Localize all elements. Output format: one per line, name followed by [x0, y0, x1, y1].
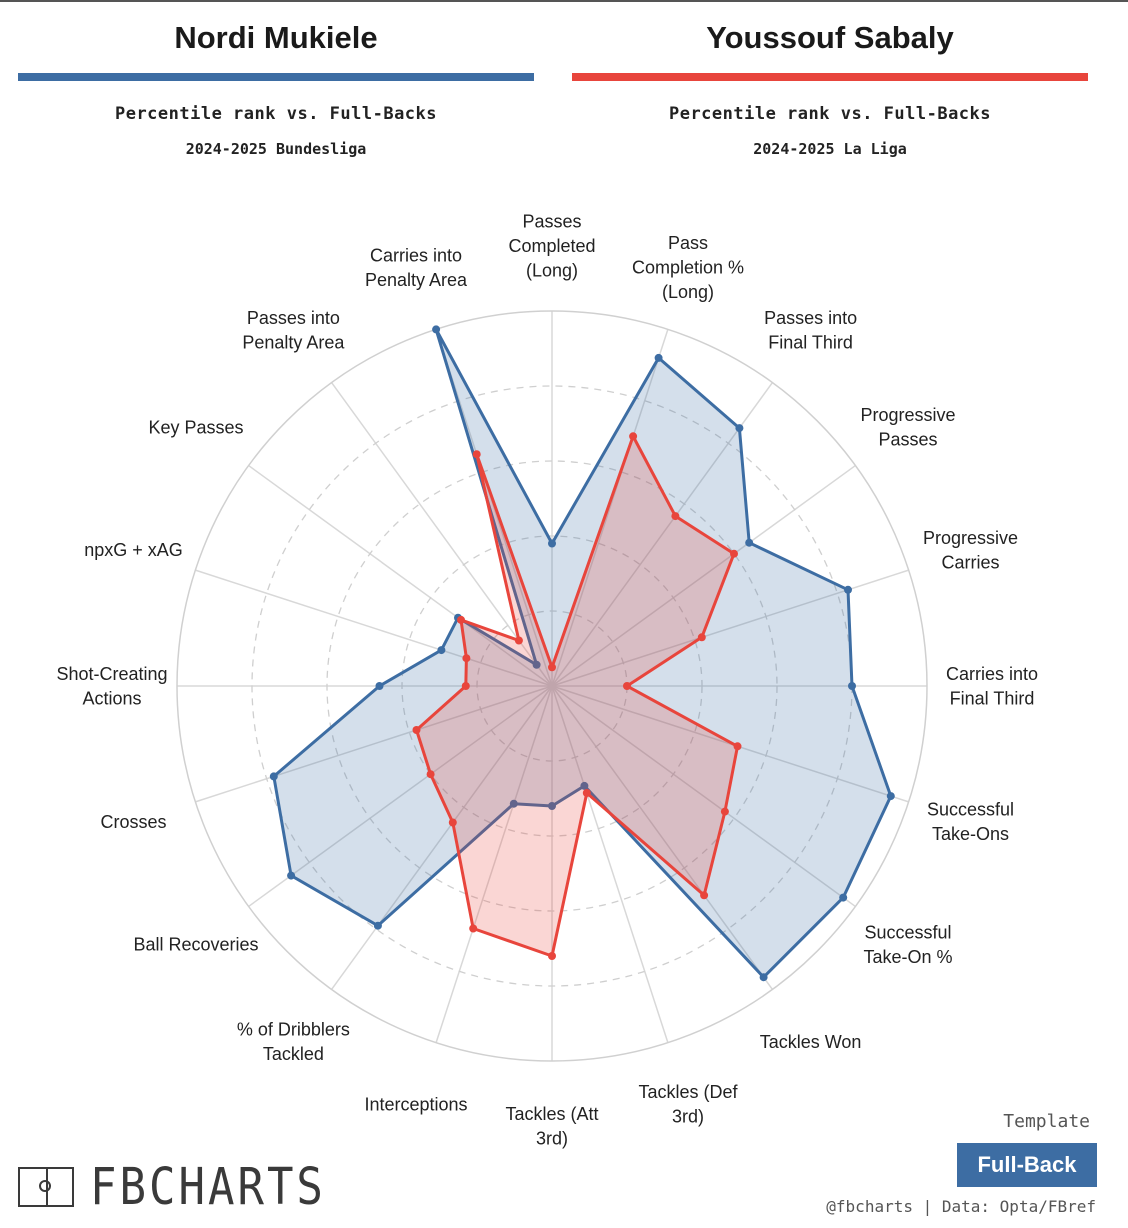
series-2-point [461, 682, 470, 690]
axis-label: Tackles (Att 3rd) [505, 1104, 598, 1149]
series-2-point [700, 891, 709, 900]
logo-text: FBCHARTS [90, 1157, 326, 1217]
series-2-point [733, 742, 742, 751]
series-1-point [759, 973, 768, 982]
axis-label: Pass Completion % (Long) [632, 233, 744, 302]
radar-spoke [551, 685, 856, 908]
axis-label: Interceptions [364, 1095, 467, 1115]
series-1-point [745, 538, 754, 547]
radar-spoke [551, 685, 774, 990]
radar-spoke [330, 382, 553, 687]
series-2-point [448, 818, 457, 827]
series-1-point [375, 682, 384, 690]
series-2-point [457, 615, 465, 624]
series-2-point [426, 770, 435, 779]
series-1-point [548, 802, 556, 810]
radar-ring [326, 460, 778, 912]
axis-label: Key Passes [148, 417, 243, 437]
radar-spoke [248, 685, 553, 908]
player-2-league: 2024-2025 La Liga [753, 140, 907, 158]
axis-label: Successful Take-On % [863, 922, 952, 967]
series-1 [269, 325, 895, 982]
axis-label: Passes into Final Third [764, 308, 857, 353]
series-2-point [629, 432, 638, 441]
template-label: Template [1003, 1111, 1090, 1132]
series-1-point [735, 424, 744, 433]
series-2-point [623, 682, 631, 690]
series-2-point [730, 549, 738, 558]
series-1-point [269, 772, 278, 781]
axis-label: Crosses [100, 812, 166, 832]
series-1-point [432, 325, 441, 334]
player-1-name: Nordi Mukiele [174, 20, 378, 55]
fbcharts-logo: FBCHARTS [18, 1158, 326, 1216]
axis-label: Ball Recoveries [133, 935, 258, 955]
series-2-point [582, 789, 591, 797]
radar-spoke [330, 685, 553, 990]
radar-spoke [195, 685, 553, 803]
series-2 [412, 432, 742, 960]
series-2-point [472, 450, 481, 459]
series-1-point [532, 660, 541, 669]
player-2-name: Youssouf Sabaly [706, 20, 954, 55]
series-1-point [844, 585, 852, 594]
axis-label: Progressive Carries [923, 528, 1018, 573]
series-1-point [654, 353, 663, 362]
series-2-point [720, 807, 729, 816]
radar-spoke [195, 569, 553, 687]
series-1-point [839, 893, 848, 902]
series-2-point [462, 654, 471, 663]
series-1-point [287, 871, 296, 880]
axis-label: npxG + xAG [84, 540, 183, 560]
radar-axis-labels: Passes Completed (Long) Pass Completion % (Lo… [56, 212, 1038, 1149]
pitch-icon [18, 1167, 74, 1207]
top-border [0, 0, 1128, 2]
radar-ring [401, 535, 703, 837]
series-1-point [373, 921, 382, 930]
series-1-point [437, 646, 446, 655]
series-1-point [848, 682, 856, 690]
radar-grid [176, 310, 928, 1062]
axis-label: % of Dribblers Tackled [237, 1020, 350, 1065]
axis-label: Shot-Creating Actions [56, 664, 167, 709]
series-2-point [671, 512, 680, 521]
player-1-color-bar [18, 73, 534, 81]
axis-label: Carries into Penalty Area [365, 245, 468, 290]
radar-spoke [435, 685, 553, 1043]
player-1-subtitle: Percentile rank vs. Full-Backs [114, 104, 438, 124]
axis-label: Progressive Passes [860, 405, 955, 450]
series-2-point [514, 636, 523, 645]
series-1-point [548, 539, 556, 548]
player-1-league: 2024-2025 Bundesliga [185, 140, 367, 158]
radar-spoke [551, 382, 774, 687]
axis-label: Passes into Penalty Area [242, 308, 345, 353]
player-2-color-bar [572, 73, 1088, 81]
data-credit: @fbcharts | Data: Opta/FBref [826, 1197, 1096, 1216]
template-badge: Full-Back [957, 1143, 1097, 1187]
series-1-point [509, 799, 518, 808]
radar-outer-ring [176, 310, 928, 1062]
radar-spoke [551, 464, 856, 687]
series-2-point [412, 726, 421, 734]
radar-spoke [248, 464, 553, 687]
series-2-point [469, 924, 478, 933]
series-1-point [886, 792, 895, 801]
series-2-point [548, 952, 556, 960]
series-2-point [697, 633, 706, 642]
radar-spoke [551, 685, 669, 1043]
player-2-subtitle: Percentile rank vs. Full-Backs [668, 104, 992, 124]
radar-spoke [551, 329, 669, 687]
axis-label: Successful Take-Ons [927, 800, 1014, 845]
axis-label: Tackles Won [760, 1032, 862, 1052]
series-1-point [580, 781, 589, 790]
axis-label: Passes Completed (Long) [508, 212, 595, 281]
axis-label: Carries into Final Third [946, 664, 1038, 709]
axis-label: Tackles (Def 3rd) [638, 1082, 738, 1127]
series-2-point [548, 663, 556, 672]
radar-series [269, 325, 895, 982]
